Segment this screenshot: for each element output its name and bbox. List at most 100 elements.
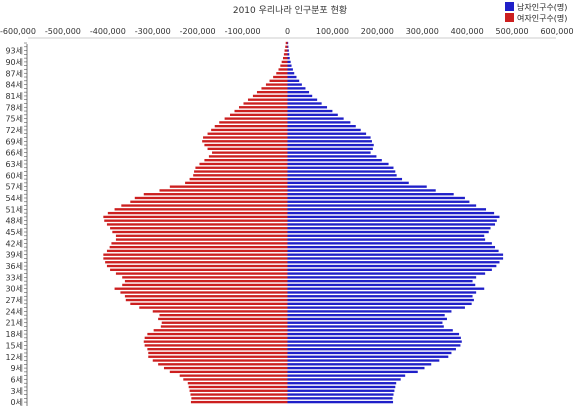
bar-female [134, 196, 288, 200]
bar-male [287, 60, 291, 64]
bar-male [287, 174, 397, 177]
bar-male [287, 170, 396, 173]
bar-female [160, 325, 288, 328]
y-tick-label: 75세 [5, 115, 23, 124]
bar-female [125, 298, 288, 302]
bar-male [287, 117, 344, 120]
bar-female [189, 177, 288, 181]
bar-female [195, 166, 288, 169]
bar-female [273, 75, 288, 79]
bar-female [285, 41, 288, 45]
bar-male [287, 124, 356, 128]
bar-male [287, 272, 486, 275]
bar-male [287, 219, 497, 222]
bar-female [124, 279, 288, 283]
bar-male [287, 336, 461, 340]
bar-female [256, 90, 288, 94]
bar-male [287, 102, 322, 105]
bar-male [287, 151, 371, 154]
chart-title: 2010 우리나라 인구분포 현황 [233, 5, 347, 16]
bar-male [287, 162, 389, 166]
bar-female [105, 261, 288, 264]
bar-female [283, 53, 288, 56]
bar-female [120, 291, 288, 294]
y-tick-label: 3세 [11, 387, 23, 396]
bar-male [287, 204, 477, 207]
bar-female [207, 147, 288, 151]
bar-female [230, 113, 288, 117]
bar-female [199, 162, 288, 166]
bar-male [287, 90, 310, 94]
bar-male [287, 344, 461, 347]
bar-male [287, 159, 382, 162]
bar-male [287, 257, 504, 260]
bar-female [285, 45, 288, 48]
bar-female [191, 397, 288, 400]
bar-female [204, 143, 288, 147]
bar-male [287, 366, 425, 370]
bar-male [287, 223, 496, 226]
x-tick-label: 500,000 [496, 27, 529, 36]
bar-male [287, 317, 447, 321]
bar-male [287, 75, 297, 79]
bar-female [158, 317, 288, 321]
bar-male [287, 181, 409, 185]
y-tick-label: 84세 [5, 81, 23, 90]
bar-male [287, 238, 486, 241]
bar-male [287, 227, 491, 230]
bar-female [114, 287, 288, 290]
x-tick-label: 600,000 [540, 27, 573, 36]
bar-female [122, 283, 288, 287]
bar-female [280, 64, 288, 67]
bar-female [169, 370, 288, 374]
bar-female [224, 117, 288, 120]
bar-male [287, 283, 476, 287]
y-tick-label: 90세 [5, 58, 23, 67]
bar-female [204, 159, 288, 162]
legend-label-male: 남자인구수(명) [517, 2, 567, 12]
bar-male [287, 397, 393, 400]
bar-female [185, 181, 288, 185]
bar-male [287, 53, 290, 56]
bar-male [287, 374, 406, 377]
bar-male [287, 140, 372, 143]
bar-male [287, 393, 394, 396]
bar-female [144, 336, 288, 340]
bar-male [287, 287, 485, 290]
bar-female [122, 276, 288, 279]
bar-male [287, 200, 470, 203]
bar-female [212, 151, 288, 154]
bar-female [278, 68, 288, 71]
bar-male [287, 143, 374, 147]
x-tick-label: -600,000 [0, 27, 36, 36]
bar-male [287, 370, 418, 374]
bar-female [284, 49, 288, 52]
bar-female [106, 264, 288, 268]
bar-male [287, 351, 452, 355]
bar-female [193, 174, 288, 177]
y-tick-label: 33세 [5, 273, 23, 282]
bar-female [207, 132, 288, 135]
bar-female [121, 204, 288, 207]
x-tick-label: -500,000 [45, 27, 81, 36]
y-tick-label: 72세 [5, 126, 23, 135]
bar-female [112, 230, 288, 234]
bar-female [190, 400, 288, 404]
bar-female [269, 79, 288, 82]
bar-female [189, 389, 288, 392]
bar-male [287, 211, 495, 215]
x-tick-label: -100,000 [225, 27, 261, 36]
bar-male [287, 79, 300, 82]
bar-female [243, 102, 288, 105]
bar-male [287, 348, 456, 351]
bar-male [287, 94, 313, 98]
y-tick-label: 24세 [5, 307, 23, 316]
bar-male [287, 400, 394, 404]
bar-male [287, 261, 500, 264]
bar-male [287, 128, 361, 132]
bar-male [287, 87, 306, 90]
bar-female [148, 351, 288, 355]
bar-female [281, 60, 288, 64]
y-tick-label: 18세 [5, 330, 23, 339]
